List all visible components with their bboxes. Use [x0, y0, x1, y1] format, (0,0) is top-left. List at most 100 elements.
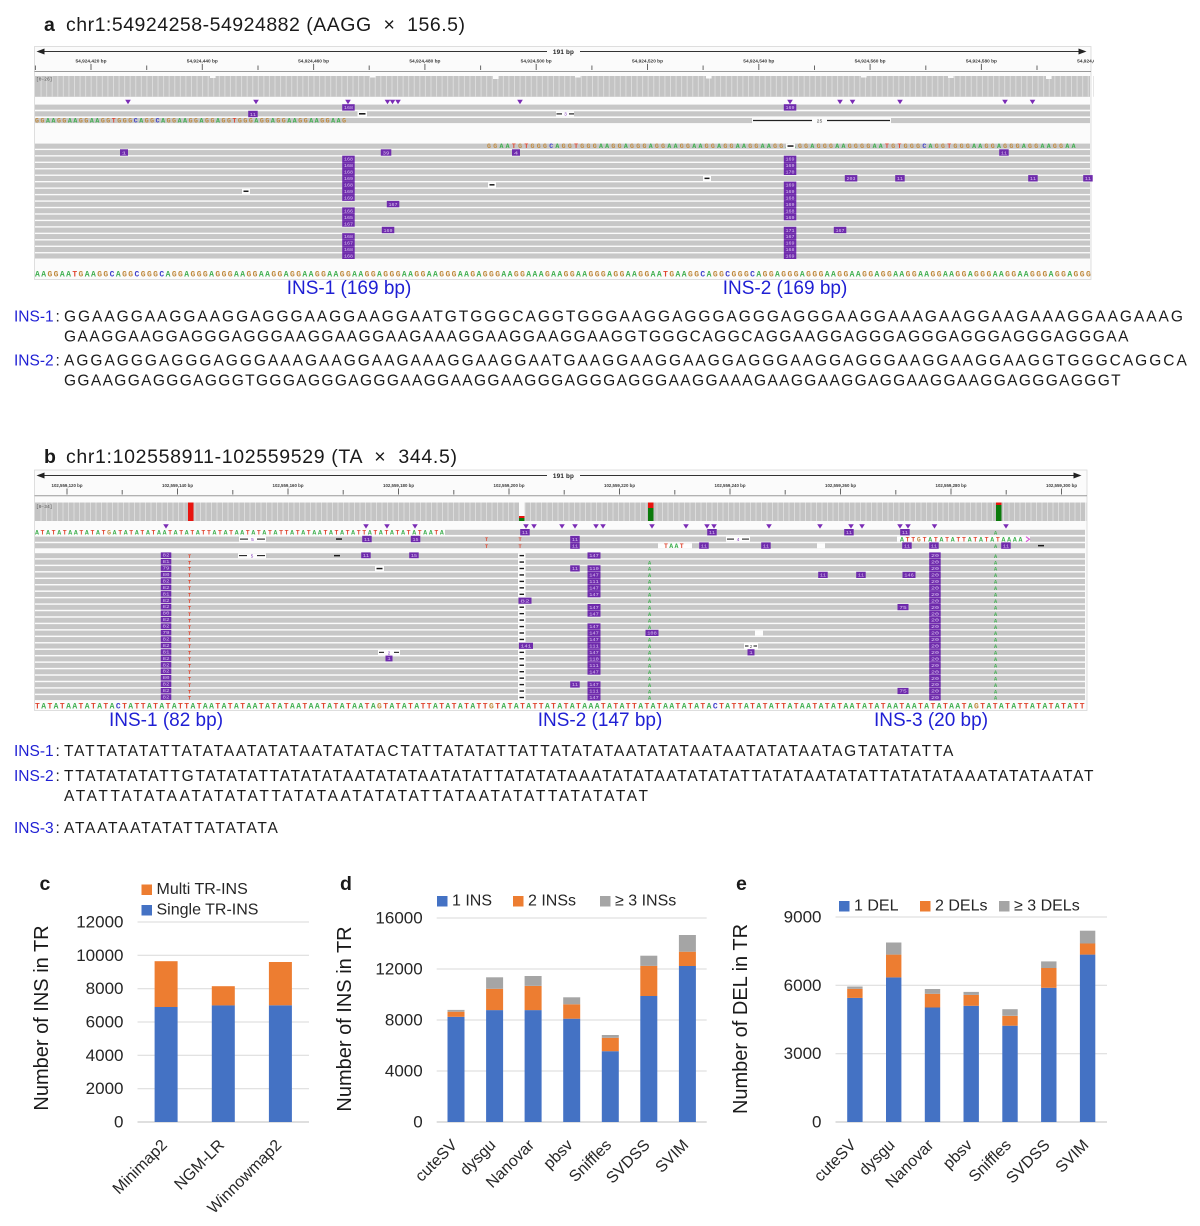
- svg-text:4: 4: [514, 150, 519, 156]
- svg-text:A: A: [994, 683, 998, 689]
- svg-text:A: A: [994, 580, 998, 586]
- svg-text:A: A: [648, 618, 652, 624]
- svg-text:0: 0: [812, 1113, 821, 1132]
- svg-text::: :: [56, 309, 60, 326]
- svg-text:170: 170: [786, 170, 795, 176]
- svg-text:A: A: [994, 531, 998, 537]
- svg-text:82: 82: [163, 617, 170, 623]
- svg-text:168: 168: [344, 163, 353, 169]
- svg-text:168: 168: [344, 157, 353, 163]
- svg-text:20: 20: [931, 676, 939, 682]
- svg-text:169: 169: [344, 176, 353, 182]
- svg-text:20: 20: [931, 579, 939, 585]
- svg-text:82: 82: [163, 669, 170, 675]
- svg-text:A: A: [648, 605, 652, 611]
- svg-text:80: 80: [163, 675, 170, 681]
- svg-text:81: 81: [163, 591, 170, 597]
- svg-text:168: 168: [344, 170, 353, 176]
- svg-text:111: 111: [589, 644, 599, 650]
- svg-text:191 bp: 191 bp: [553, 473, 574, 480]
- svg-text:T: T: [519, 544, 522, 550]
- svg-text:A: A: [994, 670, 998, 676]
- svg-text:147: 147: [589, 592, 599, 598]
- svg-text:INS-2: INS-2: [14, 768, 54, 785]
- svg-text:20: 20: [931, 560, 939, 566]
- svg-text:20: 20: [931, 624, 939, 630]
- svg-text:81: 81: [163, 649, 170, 655]
- svg-text:1: 1: [749, 650, 753, 656]
- svg-text:11: 11: [701, 543, 707, 549]
- svg-text:167: 167: [836, 228, 845, 234]
- svg-text:168: 168: [344, 183, 353, 189]
- svg-text:169: 169: [786, 241, 795, 247]
- svg-text:110: 110: [589, 656, 599, 662]
- svg-text:20: 20: [931, 695, 939, 701]
- svg-text:1: 1: [387, 656, 391, 662]
- svg-text:54,924,480 bp: 54,924,480 bp: [409, 59, 440, 64]
- svg-text:GGAAGGAAGGAAGGTGGGCAGGCAGGAAGG: GGAAGGAAGGAAGGTGGGCAGGCAGGAAGGAGGAGGTGGG…: [35, 118, 348, 125]
- svg-text:11: 11: [858, 573, 864, 579]
- svg-text::: :: [56, 820, 60, 837]
- svg-text:20: 20: [931, 682, 939, 688]
- svg-text:20: 20: [931, 611, 939, 617]
- svg-text:168: 168: [786, 196, 795, 202]
- svg-text:11: 11: [820, 573, 826, 579]
- svg-text:102,559,300 bp: 102,559,300 bp: [1046, 483, 1077, 488]
- svg-text:11: 11: [846, 530, 852, 536]
- svg-text:147: 147: [589, 611, 599, 617]
- svg-text:A: A: [994, 560, 998, 566]
- svg-text:20: 20: [931, 605, 939, 611]
- svg-text:T: T: [188, 651, 191, 657]
- svg-text:≥ 3 INSs: ≥ 3 INSs: [615, 893, 676, 910]
- svg-text:80: 80: [163, 611, 170, 617]
- svg-text:A: A: [994, 599, 998, 605]
- svg-text:INS-2 (169 bp): INS-2 (169 bp): [723, 278, 848, 299]
- svg-text:A: A: [648, 689, 652, 695]
- svg-text:15: 15: [413, 537, 419, 543]
- svg-text:Single TR-INS: Single TR-INS: [157, 902, 259, 919]
- svg-text:A: A: [648, 676, 652, 682]
- svg-text:T: T: [188, 670, 191, 676]
- svg-text:0: 0: [413, 1113, 422, 1132]
- svg-text:INS-3 (20 bp): INS-3 (20 bp): [874, 710, 988, 731]
- svg-text:c: c: [40, 873, 51, 895]
- svg-text:20: 20: [931, 631, 939, 637]
- svg-text:4000: 4000: [86, 1046, 124, 1065]
- svg-text:82: 82: [163, 643, 170, 649]
- svg-text:168: 168: [344, 247, 353, 253]
- svg-text:11: 11: [931, 543, 937, 549]
- svg-text:A: A: [994, 644, 998, 650]
- svg-text:82: 82: [163, 585, 170, 591]
- svg-text:3: 3: [564, 112, 567, 118]
- svg-text:169: 169: [786, 189, 795, 195]
- svg-text:T: T: [188, 612, 191, 618]
- svg-text:T: T: [188, 554, 191, 560]
- svg-text:T: T: [188, 599, 191, 605]
- svg-text:20: 20: [931, 553, 939, 559]
- svg-text:169: 169: [786, 163, 795, 169]
- svg-text:20: 20: [931, 650, 939, 656]
- svg-text:11: 11: [904, 543, 910, 549]
- svg-text:20: 20: [931, 637, 939, 643]
- svg-text:20: 20: [931, 689, 939, 695]
- svg-text:T: T: [188, 683, 191, 689]
- svg-text:T: T: [188, 573, 191, 579]
- svg-text:A: A: [648, 657, 652, 663]
- svg-text:T: T: [188, 696, 191, 702]
- svg-text:T: T: [188, 631, 191, 637]
- svg-text:11: 11: [572, 682, 578, 688]
- svg-text:A: A: [994, 696, 998, 702]
- svg-text:TTATATATATTGTATATATTATATATAATA: TTATATATATTGTATATATTATATATAATATATAATATAT…: [64, 768, 1095, 785]
- svg-text:A: A: [994, 663, 998, 669]
- svg-text:8000: 8000: [86, 979, 124, 998]
- svg-text:20: 20: [931, 644, 939, 650]
- svg-text:20: 20: [931, 663, 939, 669]
- svg-text:54,924,500 bp: 54,924,500 bp: [521, 59, 552, 64]
- svg-text:54,924,540 bp: 54,924,540 bp: [743, 59, 774, 64]
- svg-text:102,559,220 bp: 102,559,220 bp: [604, 483, 635, 488]
- svg-text:82: 82: [163, 553, 170, 559]
- svg-text:T: T: [188, 644, 191, 650]
- svg-text:102,559,200 bp: 102,559,200 bp: [494, 483, 525, 488]
- svg-text:A: A: [648, 644, 652, 650]
- svg-text:4000: 4000: [385, 1062, 423, 1081]
